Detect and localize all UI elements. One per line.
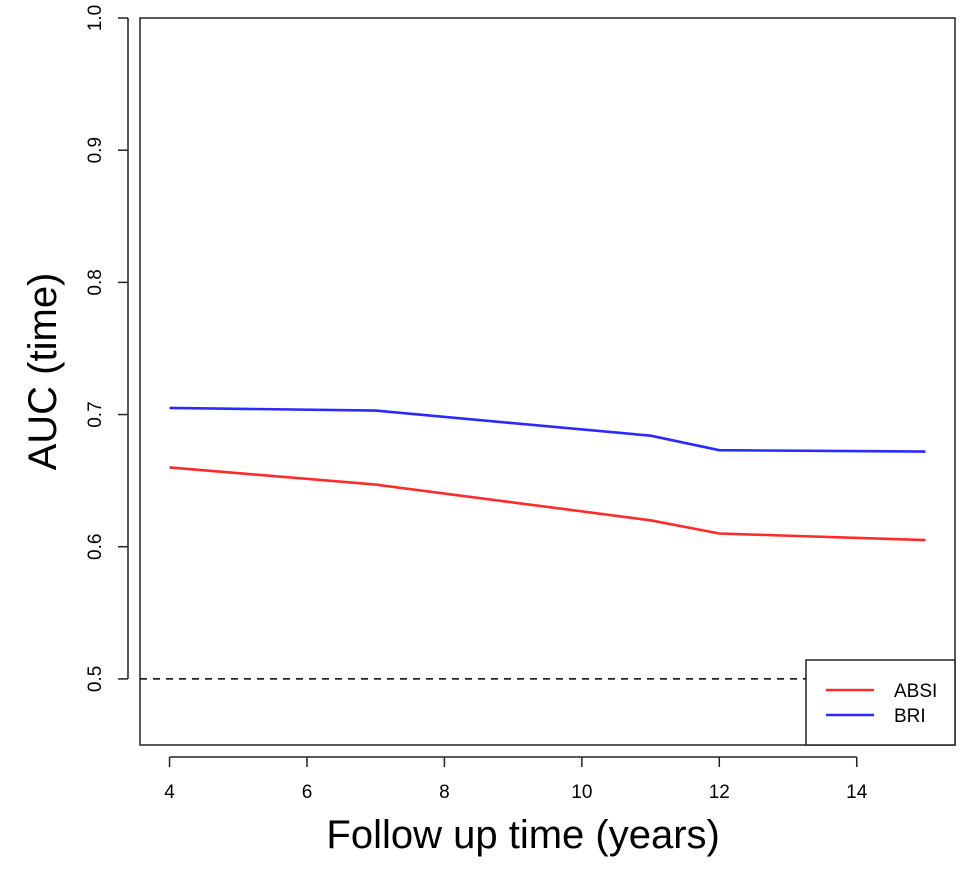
- y-tick-label: 1.0: [85, 5, 106, 31]
- x-axis-title: Follow up time (years): [326, 813, 719, 857]
- x-tick-label: 8: [439, 782, 450, 803]
- legend-box: [805, 659, 956, 746]
- y-tick-label: 0.6: [85, 534, 106, 560]
- y-axis: 0.5 0.6 0.7 0.8 0.9 1.0: [85, 5, 129, 692]
- y-tick-label: 0.7: [85, 401, 106, 427]
- y-tick-label: 0.8: [85, 269, 106, 295]
- y-axis-title: AUC (time): [21, 273, 65, 471]
- series-line-bri: [169, 406, 926, 453]
- legend-label-bri: BRI: [894, 706, 926, 727]
- series-group: [169, 406, 926, 542]
- x-tick-label: 4: [164, 782, 175, 803]
- legend: ABSI BRI: [805, 659, 956, 746]
- legend-label-absi: ABSI: [894, 681, 937, 702]
- x-tick-label: 12: [709, 782, 730, 803]
- x-tick-label: 6: [302, 782, 313, 803]
- series-line-absi: [169, 466, 926, 542]
- x-tick-label: 14: [846, 782, 868, 803]
- plot-frame: [139, 17, 956, 746]
- y-tick-label: 0.5: [85, 666, 106, 692]
- x-axis: 4 6 8 10 12 14: [164, 756, 868, 803]
- y-tick-label: 0.9: [85, 137, 106, 163]
- x-tick-label: 10: [571, 782, 592, 803]
